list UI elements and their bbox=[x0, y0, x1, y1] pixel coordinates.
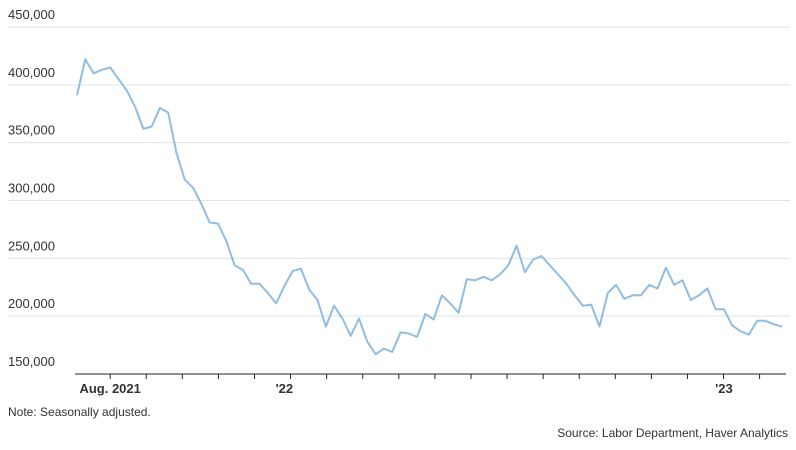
x-tick-label: '23 bbox=[715, 381, 733, 396]
y-tick-label: 250,000 bbox=[8, 238, 55, 253]
x-tick-label: Aug. 2021 bbox=[79, 381, 140, 396]
y-tick-label: 200,000 bbox=[8, 296, 55, 311]
source: Source: Labor Department, Haver Analytic… bbox=[557, 426, 788, 440]
note: Note: Seasonally adjusted. bbox=[8, 405, 151, 419]
y-tick-label: 400,000 bbox=[8, 65, 55, 80]
x-tick-label: '22 bbox=[276, 381, 294, 396]
y-tick-label: 300,000 bbox=[8, 181, 55, 196]
y-tick-label: 450,000 bbox=[8, 7, 55, 22]
y-tick-label: 350,000 bbox=[8, 123, 55, 138]
line-series bbox=[76, 58, 783, 356]
y-tick-label: 150,000 bbox=[8, 354, 55, 369]
